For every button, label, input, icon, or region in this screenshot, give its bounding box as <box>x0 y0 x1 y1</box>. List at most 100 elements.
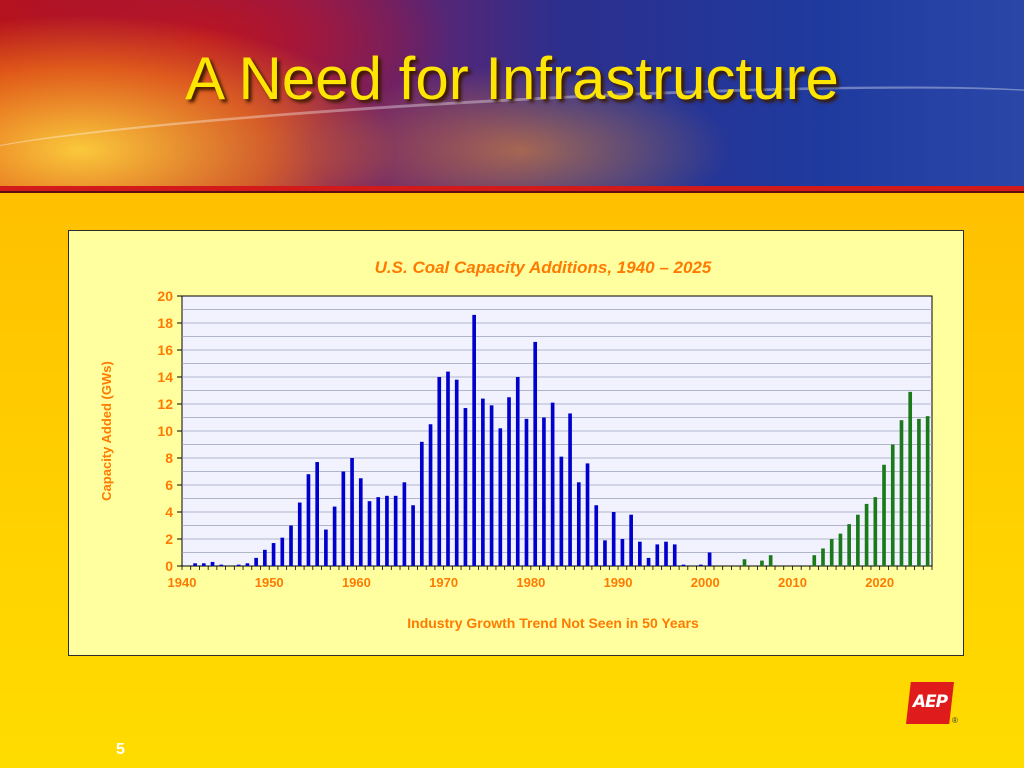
aep-logo: AEP <box>906 682 954 724</box>
chart-caption: Industry Growth Trend Not Seen in 50 Yea… <box>407 615 699 631</box>
bar-historical <box>219 564 224 566</box>
y-axis-label: Capacity Added (GWs) <box>99 361 114 501</box>
bar-historical <box>210 561 215 566</box>
bar-projected <box>890 444 895 566</box>
bar-historical <box>515 377 520 566</box>
bar-historical <box>498 428 503 566</box>
bar-projected <box>917 418 921 566</box>
bar-historical <box>463 408 468 566</box>
bar-projected <box>847 524 851 566</box>
bar-historical <box>524 418 529 566</box>
bar-historical <box>533 341 538 566</box>
bar-projected <box>864 503 869 566</box>
bar-historical <box>419 441 424 566</box>
bar-historical <box>594 505 599 566</box>
header-rule-red <box>0 186 1024 191</box>
y-tick-label: 20 <box>157 288 173 304</box>
bar-historical <box>254 557 258 566</box>
bar-historical <box>376 497 381 566</box>
bar-projected <box>873 497 878 566</box>
y-tick-label: 4 <box>165 504 173 520</box>
bar-historical <box>542 417 546 566</box>
chart-title: U.S. Coal Capacity Additions, 1940 – 202… <box>375 258 712 277</box>
bar-historical <box>350 458 354 566</box>
bar-projected <box>856 514 860 566</box>
bar-historical <box>699 564 703 566</box>
bar-projected <box>838 533 843 566</box>
bar-historical <box>568 413 572 566</box>
gridlines <box>182 309 932 553</box>
bar-historical <box>489 405 494 566</box>
bar-projected <box>908 391 913 566</box>
bar-projected <box>742 559 747 566</box>
x-tick-label: 2010 <box>778 575 807 590</box>
x-tick-label: 1940 <box>168 575 197 590</box>
header-rule-dark <box>0 191 1024 193</box>
bar-historical <box>681 564 686 566</box>
x-tick-label: 1970 <box>429 575 458 590</box>
bar-historical <box>472 314 476 566</box>
bar-historical <box>603 540 607 566</box>
bar-historical <box>481 398 485 566</box>
bar-historical <box>428 424 433 566</box>
bar-historical <box>620 539 625 566</box>
y-tick-label: 18 <box>157 315 173 331</box>
bar-historical <box>385 495 389 566</box>
bar-historical <box>585 463 590 566</box>
bar-historical <box>332 506 337 566</box>
y-tick-label: 0 <box>165 558 173 574</box>
bar-projected <box>829 539 834 566</box>
bar-historical <box>437 377 442 566</box>
y-tick-label: 8 <box>165 450 173 466</box>
bar-projected <box>925 416 930 566</box>
bar-historical <box>271 543 276 566</box>
bar-projected <box>899 420 904 566</box>
bars <box>193 314 930 566</box>
bar-projected <box>768 555 773 566</box>
bar-projected <box>882 464 886 566</box>
y-tick-label: 14 <box>157 369 173 385</box>
bar-historical <box>507 397 511 566</box>
x-tick-label: 2000 <box>691 575 720 590</box>
bar-historical <box>402 482 407 566</box>
bar-historical <box>236 564 241 566</box>
bar-historical <box>411 505 415 566</box>
bar-historical <box>263 549 267 566</box>
aep-logo-text: AEP <box>912 692 948 712</box>
bar-historical <box>664 541 668 566</box>
x-tick-label: 1960 <box>342 575 371 590</box>
bar-historical <box>393 495 398 566</box>
slide-header: A Need for Infrastructure <box>0 0 1024 186</box>
bar-historical <box>367 501 372 566</box>
y-tick-label: 12 <box>157 396 173 412</box>
bar-historical <box>201 563 206 566</box>
bar-historical <box>611 512 616 566</box>
bar-historical <box>629 514 633 566</box>
coal-capacity-chart: U.S. Coal Capacity Additions, 1940 – 202… <box>99 258 933 631</box>
y-tick-label: 16 <box>157 342 173 358</box>
bar-historical <box>358 478 363 566</box>
bar-historical <box>646 557 651 566</box>
bar-historical <box>559 456 564 566</box>
bar-historical <box>707 552 712 566</box>
bar-projected <box>821 548 825 566</box>
x-tick-label: 2020 <box>865 575 894 590</box>
bar-historical <box>245 563 250 566</box>
bar-historical <box>454 379 459 566</box>
bar-historical <box>315 462 319 566</box>
y-tick-label: 2 <box>165 531 173 547</box>
bar-projected <box>812 555 817 566</box>
bar-historical <box>193 563 197 566</box>
bar-historical <box>280 537 285 566</box>
x-tick-label: 1980 <box>516 575 545 590</box>
bar-historical <box>446 371 450 566</box>
y-tick-label: 6 <box>165 477 173 493</box>
bar-historical <box>306 474 311 566</box>
slide-title: A Need for Infrastructure <box>185 45 839 112</box>
bar-historical <box>576 482 581 566</box>
chart-panel: U.S. Coal Capacity Additions, 1940 – 202… <box>68 230 964 656</box>
bar-historical <box>324 529 328 566</box>
bar-historical <box>655 544 660 566</box>
registered-mark: ® <box>952 716 958 725</box>
bar-projected <box>760 560 764 566</box>
